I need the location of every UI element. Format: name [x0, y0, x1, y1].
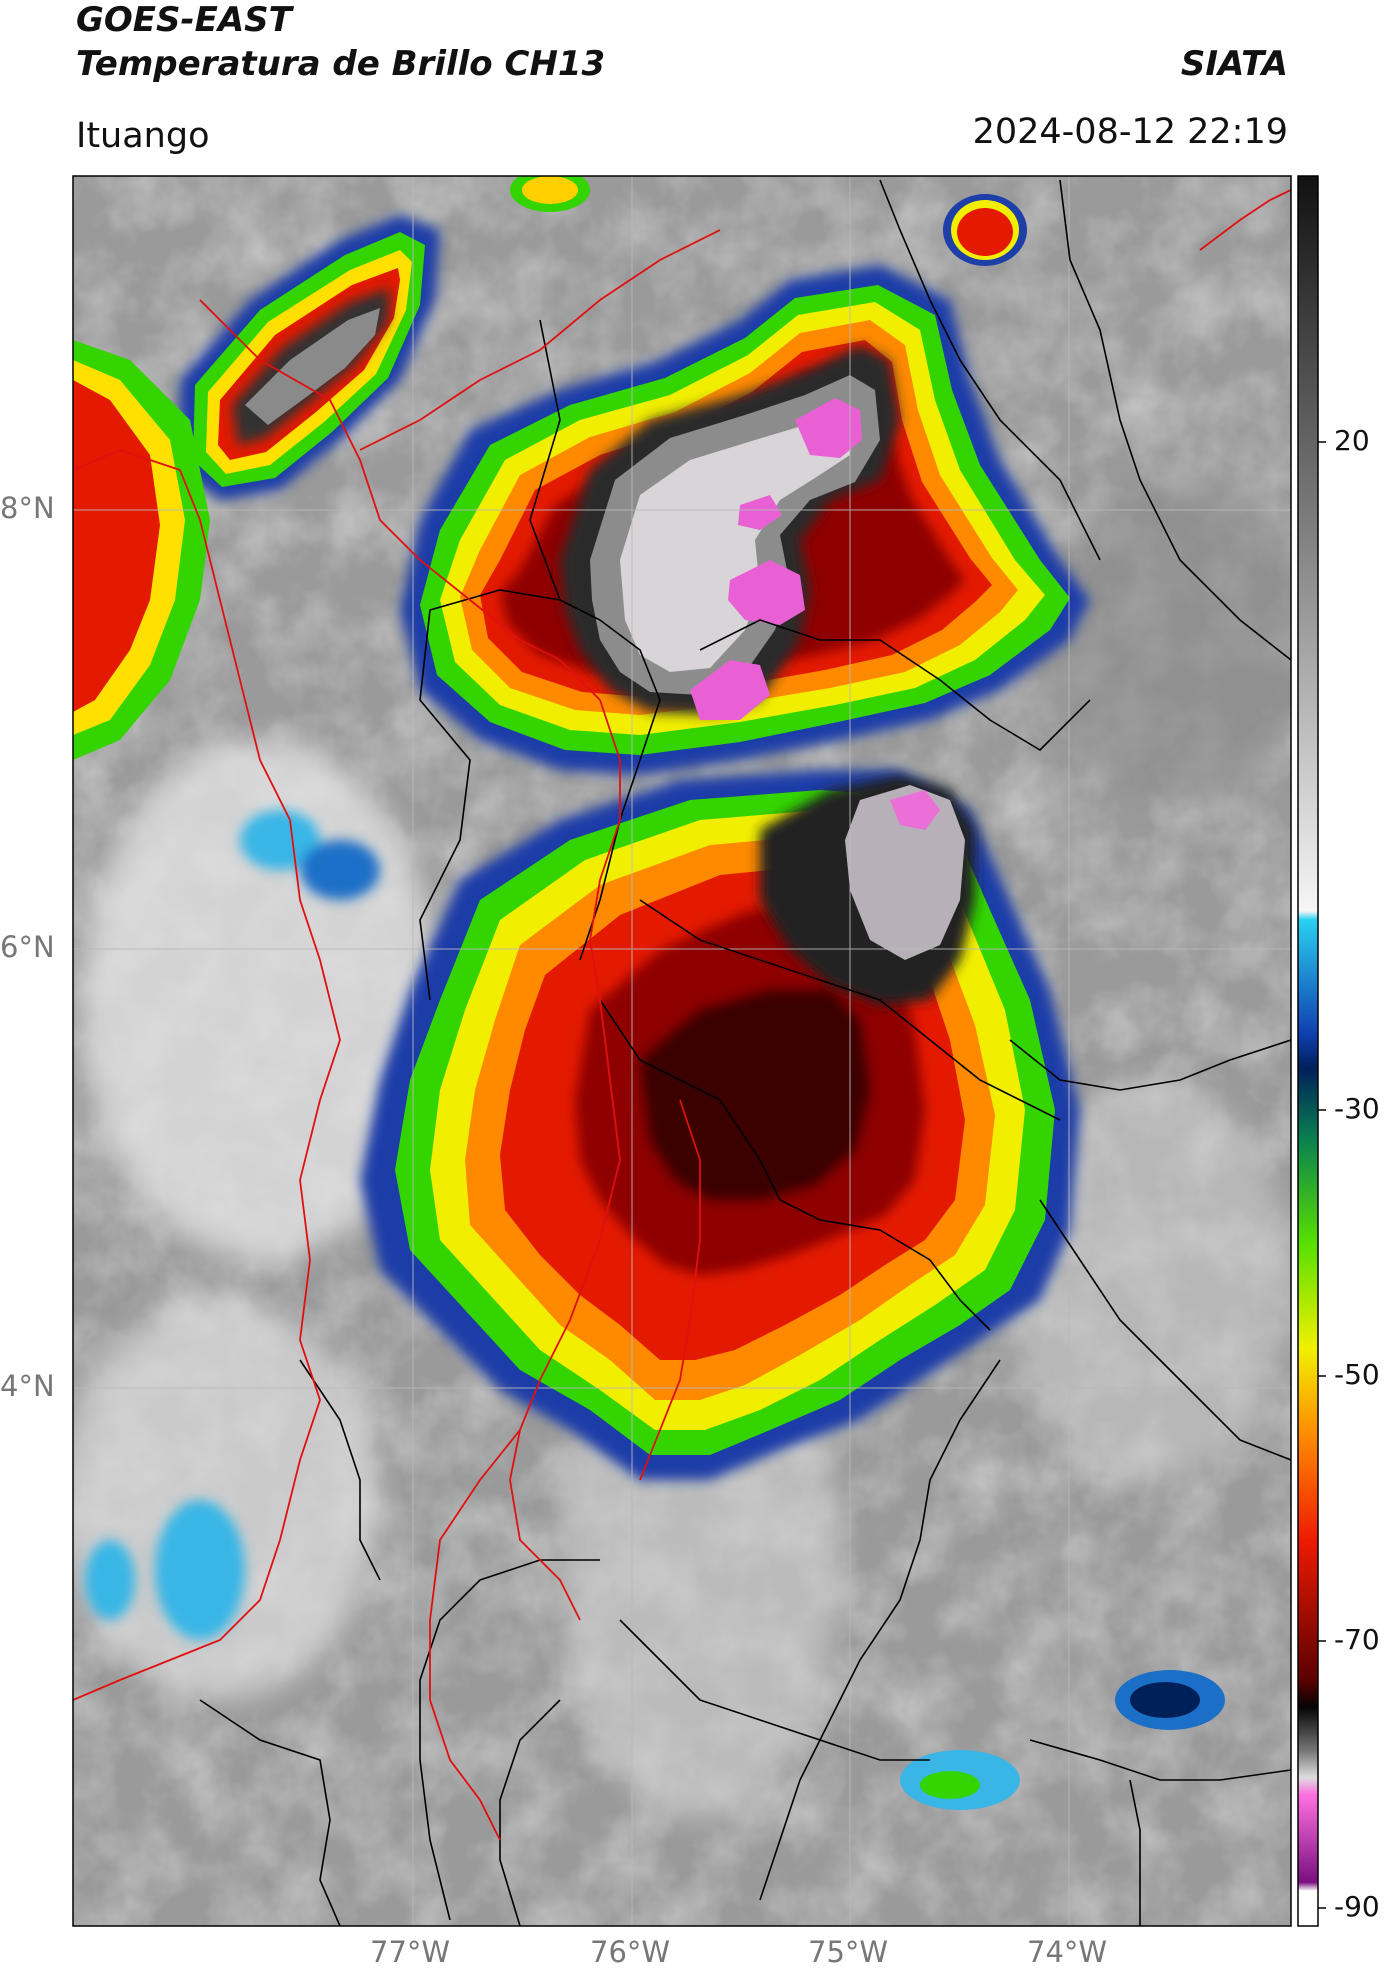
colorbar-label-minus70: -70 [1334, 1623, 1380, 1656]
satellite-title: GOES-EAST [76, 0, 292, 40]
southern-storm [360, 770, 1080, 1480]
colorbar-label-minus50: -50 [1334, 1358, 1380, 1391]
cold-cloud-fringe [85, 810, 380, 1640]
colorbar-label-20: 20 [1334, 424, 1370, 457]
graticule [73, 176, 1291, 1926]
colorbar-label-minus90: -90 [1334, 1890, 1380, 1923]
lat-tick-8n: 8°N [0, 491, 55, 525]
organization-label: SIATA [1180, 44, 1288, 84]
lat-tick-6n: 6°N [0, 930, 55, 964]
colorbar [1297, 175, 1326, 1927]
northwest-storm [73, 176, 1225, 1810]
lon-tick-74w: 74°W [1027, 1935, 1108, 1969]
lon-tick-76w: 76°W [590, 1935, 671, 1969]
department-borders [73, 189, 1291, 1841]
colorbar-label-minus30: -30 [1334, 1092, 1380, 1125]
colorbar-gradient [1297, 175, 1319, 1927]
lon-tick-75w: 75°W [808, 1935, 889, 1969]
lon-tick-77w: 77°W [370, 1935, 451, 1969]
northern-storm [400, 265, 1090, 775]
location-label: Ituango [76, 116, 210, 156]
datetime-label: 2024-08-12 22:19 [972, 112, 1288, 152]
lat-tick-4n: 4°N [0, 1369, 55, 1403]
map-frame [72, 175, 1292, 1927]
product-title: Temperatura de Brillo CH13 [76, 44, 606, 84]
municipal-borders [199, 179, 1291, 1926]
map-panel[interactable] [60, 168, 1320, 1926]
